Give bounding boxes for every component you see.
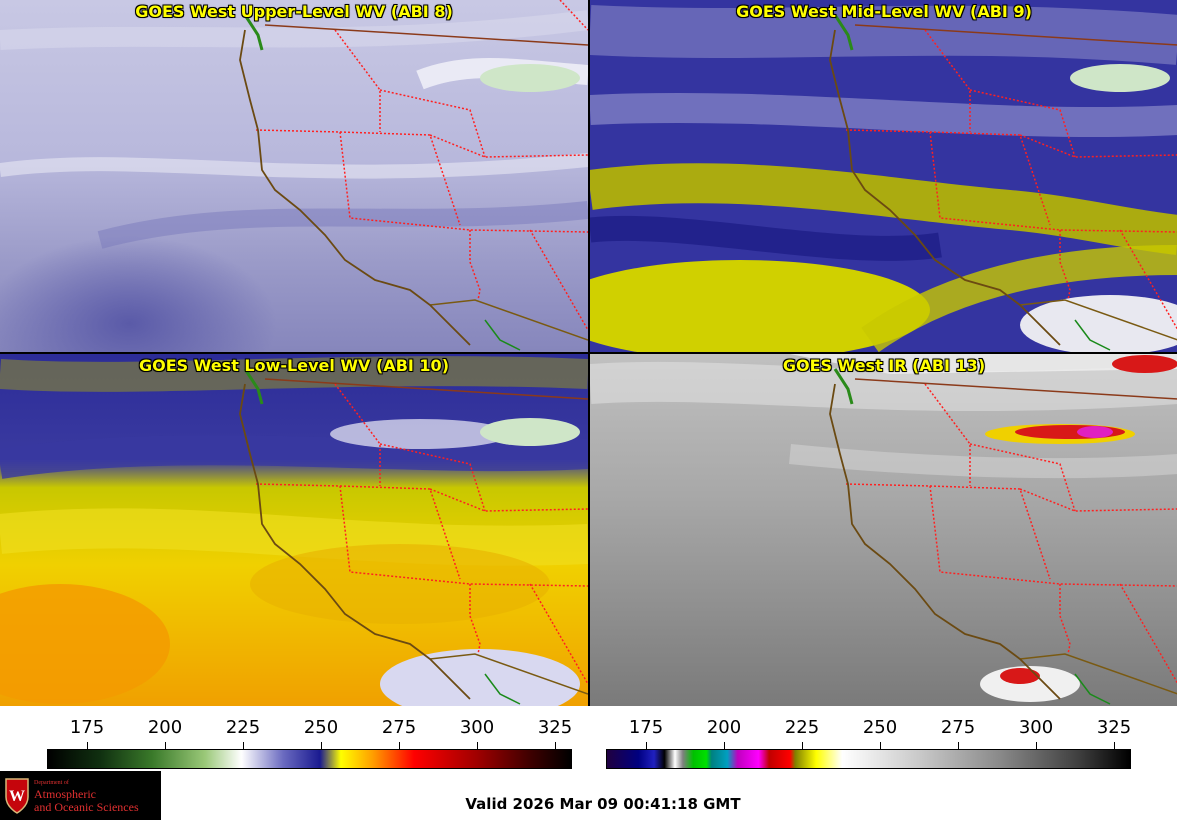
panel-title: GOES West Mid-Level WV (ABI 9) [736,2,1032,21]
ir-tick-label: 325 [1096,717,1132,738]
wv-tick-mark [555,742,556,749]
wv-tick-mark [477,742,478,749]
wv-tick-label: 175 [69,717,105,738]
ir-tick-mark [880,742,881,749]
logo-department-text: Department of [34,780,69,786]
ir-tick-label: 225 [784,717,820,738]
panel-ir: GOES West IR (ABI 13) [590,354,1177,706]
ir-image [590,354,1177,706]
wv-tick-label: 300 [459,717,495,738]
ir-tick-label: 200 [706,717,742,738]
low-level-wv-image [0,354,588,706]
ir-tick-mark [1036,742,1037,749]
wv-tick-mark [243,742,244,749]
svg-text:W: W [9,788,25,805]
panel-divider-horizontal [0,352,1177,354]
logo-line-1: Atmospheric [34,787,96,801]
ir-tick-mark [1114,742,1115,749]
mid-level-wv-image [590,0,1177,352]
ir-tick-label: 250 [862,717,898,738]
ir-tick-label: 300 [1018,717,1054,738]
ir-colorbar [606,749,1131,769]
panel-title: GOES West IR (ABI 13) [782,356,986,375]
wv-colorbar [47,749,572,769]
panel-upper-level-wv: GOES West Upper-Level WV (ABI 8) [0,0,588,352]
ir-tick-label: 275 [940,717,976,738]
wv-tick-label: 200 [147,717,183,738]
panel-mid-level-wv: GOES West Mid-Level WV (ABI 9) [590,0,1177,352]
wv-tick-label: 275 [381,717,417,738]
wv-tick-label: 225 [225,717,261,738]
ir-tick-label: 175 [628,717,664,738]
panel-title: GOES West Upper-Level WV (ABI 8) [135,2,453,21]
logo-line-2: and Oceanic Sciences [34,800,139,814]
valid-time-label: Valid 2026 Mar 09 00:41:18 GMT [465,795,741,813]
aos-logo: W Department of Atmospheric and Oceanic … [0,771,161,820]
wv-tick-mark [321,742,322,749]
ir-tick-mark [646,742,647,749]
panel-title: GOES West Low-Level WV (ABI 10) [138,356,449,375]
ir-tick-mark [958,742,959,749]
panel-low-level-wv: GOES West Low-Level WV (ABI 10) [0,354,588,706]
ir-tick-mark [724,742,725,749]
university-crest-icon: W [5,778,29,814]
wv-tick-label: 250 [303,717,339,738]
wv-tick-mark [165,742,166,749]
wv-tick-mark [399,742,400,749]
ir-tick-mark [802,742,803,749]
upper-level-wv-image [0,0,588,352]
wv-tick-label: 325 [537,717,573,738]
wv-tick-mark [87,742,88,749]
